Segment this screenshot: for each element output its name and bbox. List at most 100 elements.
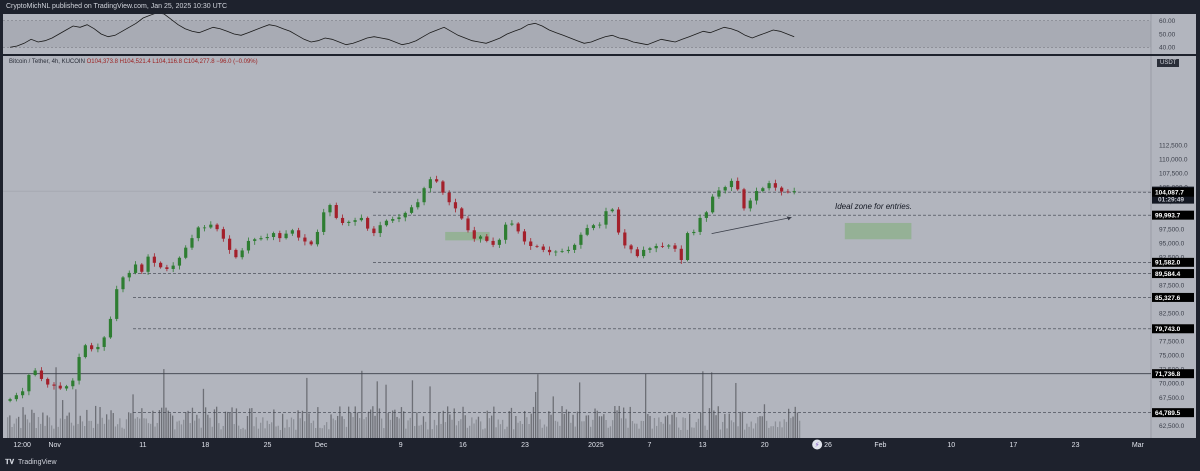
candle-body <box>303 237 307 242</box>
volume-bar <box>216 406 218 438</box>
volume-bar <box>332 418 334 438</box>
currency-badge[interactable]: USDT <box>1157 59 1180 67</box>
volume-bar <box>541 427 543 438</box>
candle-body <box>39 370 44 379</box>
candle-body <box>541 246 545 250</box>
price-pane[interactable]: 62,500.065,000.067,500.070,000.072,500.0… <box>3 56 1196 456</box>
candle-body <box>353 220 357 222</box>
candle-body <box>253 239 257 241</box>
volume-bar <box>20 427 22 438</box>
volume-bar <box>350 412 352 438</box>
volume-bar <box>603 414 605 438</box>
volume-bar <box>286 419 288 438</box>
volume-bar <box>268 424 271 438</box>
volume-bar <box>640 420 642 438</box>
volume-bar <box>686 429 689 438</box>
rsi-band <box>3 20 1151 48</box>
volume-bar <box>376 381 378 438</box>
price-chart[interactable]: 62,500.065,000.067,500.070,000.072,500.0… <box>3 56 1196 456</box>
volume-bar <box>238 425 240 438</box>
volume-bar <box>381 418 383 438</box>
candle-body <box>667 245 671 247</box>
volume-bar <box>757 417 759 438</box>
volume-bar <box>264 428 266 438</box>
candle-body <box>478 236 483 239</box>
volume-bar <box>653 417 656 438</box>
volume-bar <box>125 419 128 438</box>
volume-bar <box>317 407 319 438</box>
candle-body <box>297 230 301 238</box>
candle-body <box>140 264 144 272</box>
volume-bar <box>46 415 48 438</box>
volume-bar <box>312 420 315 438</box>
symbol-name: Bitcoin / Tether, 4h, KUCOIN <box>9 59 85 65</box>
candle-body <box>108 318 113 338</box>
volume-bar <box>433 419 436 438</box>
candle-body <box>71 380 75 387</box>
volume-bar <box>631 421 634 438</box>
volume-bar <box>495 427 497 438</box>
volume-bar <box>649 415 651 438</box>
volume-bar <box>620 418 623 438</box>
candle-body <box>428 179 432 189</box>
candle-body <box>560 251 564 252</box>
rsi-scale-label: 40.00 <box>1159 45 1176 52</box>
candle-body <box>33 370 37 376</box>
volume-bar <box>31 409 33 438</box>
volume-bar <box>196 414 198 438</box>
volume-bar <box>748 426 750 438</box>
candle-body <box>579 234 583 245</box>
rsi-scale-label: 60.00 <box>1159 18 1176 25</box>
candle-body <box>792 191 796 193</box>
volume-bar <box>704 425 706 438</box>
volume-bar <box>62 400 64 438</box>
volume-bar <box>691 427 693 438</box>
volume-bar <box>18 416 20 438</box>
volume-bar <box>796 412 799 438</box>
volume-bar <box>310 423 312 438</box>
volume-bar <box>141 408 143 438</box>
volume-bar <box>482 429 484 438</box>
volume-bar <box>684 418 686 438</box>
candle-body <box>221 229 225 239</box>
volume-bar <box>213 409 216 438</box>
candle-body <box>209 224 213 228</box>
volume-bar <box>70 422 73 438</box>
volume-bar <box>768 427 770 438</box>
ohlc-values: O104,373.8 H104,521.4 L104,116.8 C104,27… <box>86 59 258 65</box>
volume-bar <box>365 417 367 438</box>
volume-bar <box>532 406 535 438</box>
volume-bar <box>612 420 614 438</box>
volume-bar <box>99 407 101 438</box>
candle-body <box>165 267 169 269</box>
price-level-value: 99,993.7 <box>1155 213 1181 220</box>
volume-bar <box>77 423 79 438</box>
volume-bar <box>183 419 185 438</box>
volume-bar <box>178 420 180 438</box>
next-event-icon <box>812 439 823 450</box>
volume-bar <box>240 429 242 438</box>
volume-bar <box>174 429 176 438</box>
volume-bar <box>323 425 326 438</box>
candle-body <box>460 208 464 219</box>
volume-bar <box>218 423 220 438</box>
volume-bar <box>293 419 295 438</box>
volume-bar <box>447 406 449 438</box>
volume-bar <box>627 427 629 438</box>
volume-bar <box>660 421 662 438</box>
candle-body <box>629 245 633 250</box>
volume-bar <box>431 429 433 438</box>
volume-bar <box>222 425 224 438</box>
x-tick-label: 9 <box>399 442 403 449</box>
volume-bar <box>425 421 427 438</box>
volume-bar <box>739 412 741 438</box>
candle-body <box>698 217 702 232</box>
volume-bar <box>392 410 394 438</box>
volume-bar <box>636 423 638 438</box>
volume-bar <box>607 427 609 438</box>
volume-bar <box>119 418 121 438</box>
volume-bar <box>400 407 403 438</box>
volume-bar <box>565 409 568 438</box>
candle-body <box>673 245 677 249</box>
candle-body <box>202 227 207 229</box>
